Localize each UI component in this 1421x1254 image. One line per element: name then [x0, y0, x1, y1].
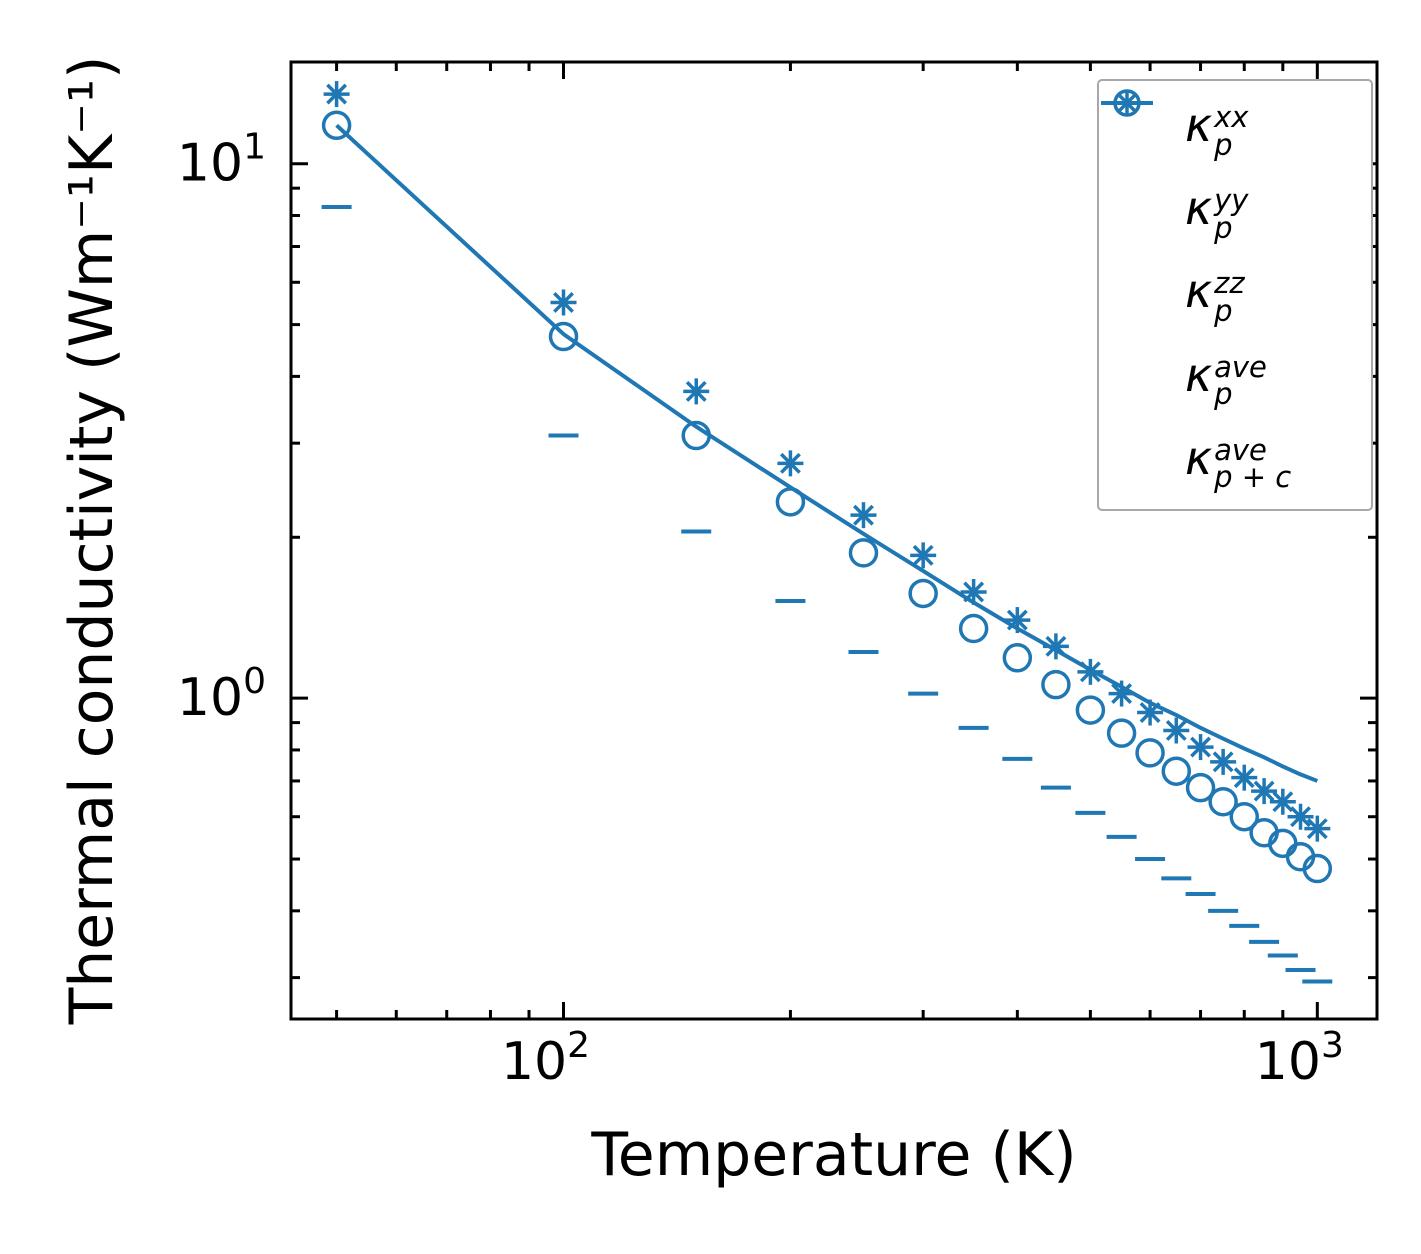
x-tick-label: 103	[1255, 1025, 1344, 1092]
legend-label-kappa-xx: κ xx p	[1185, 98, 1249, 162]
line-kappa-ave-pc	[335, 123, 1319, 783]
legend-item-kappa-ave: κ ave p	[1113, 89, 1371, 418]
legend-label-kappa-ave: κ ave p	[1185, 347, 1267, 412]
series-kappa-p-plus-c-ave	[335, 123, 1319, 783]
legend-item-kappa-ave-pc: κ ave p + c	[1101, 101, 1371, 501]
tick-labels: 102 103 100 101	[177, 127, 1344, 1092]
series-kappa-p-zz	[321, 204, 1333, 984]
legend: κ xx p κ yy p κ zz p κ ave p	[1097, 79, 1373, 511]
x-tick-label: 102	[501, 1025, 590, 1092]
x-axis-label: Temperature (K)	[591, 1120, 1077, 1190]
legend-item-kappa-zz: κ zz p	[1112, 101, 1371, 335]
axes-spines	[289, 60, 1379, 1021]
legend-label-kappa-zz: κ zz p	[1185, 264, 1245, 328]
legend-label-kappa-yy: κ yy p	[1185, 181, 1249, 245]
legend-label-kappa-ave-pc: κ ave p + c	[1185, 430, 1292, 495]
y-axis-label: Thermal conductivity (Wm⁻¹K⁻¹)	[57, 55, 127, 1025]
y-tick-label: 100	[177, 661, 266, 728]
legend-item-kappa-yy: κ yy p	[1113, 92, 1371, 252]
y-tick-label: 101	[177, 127, 266, 194]
